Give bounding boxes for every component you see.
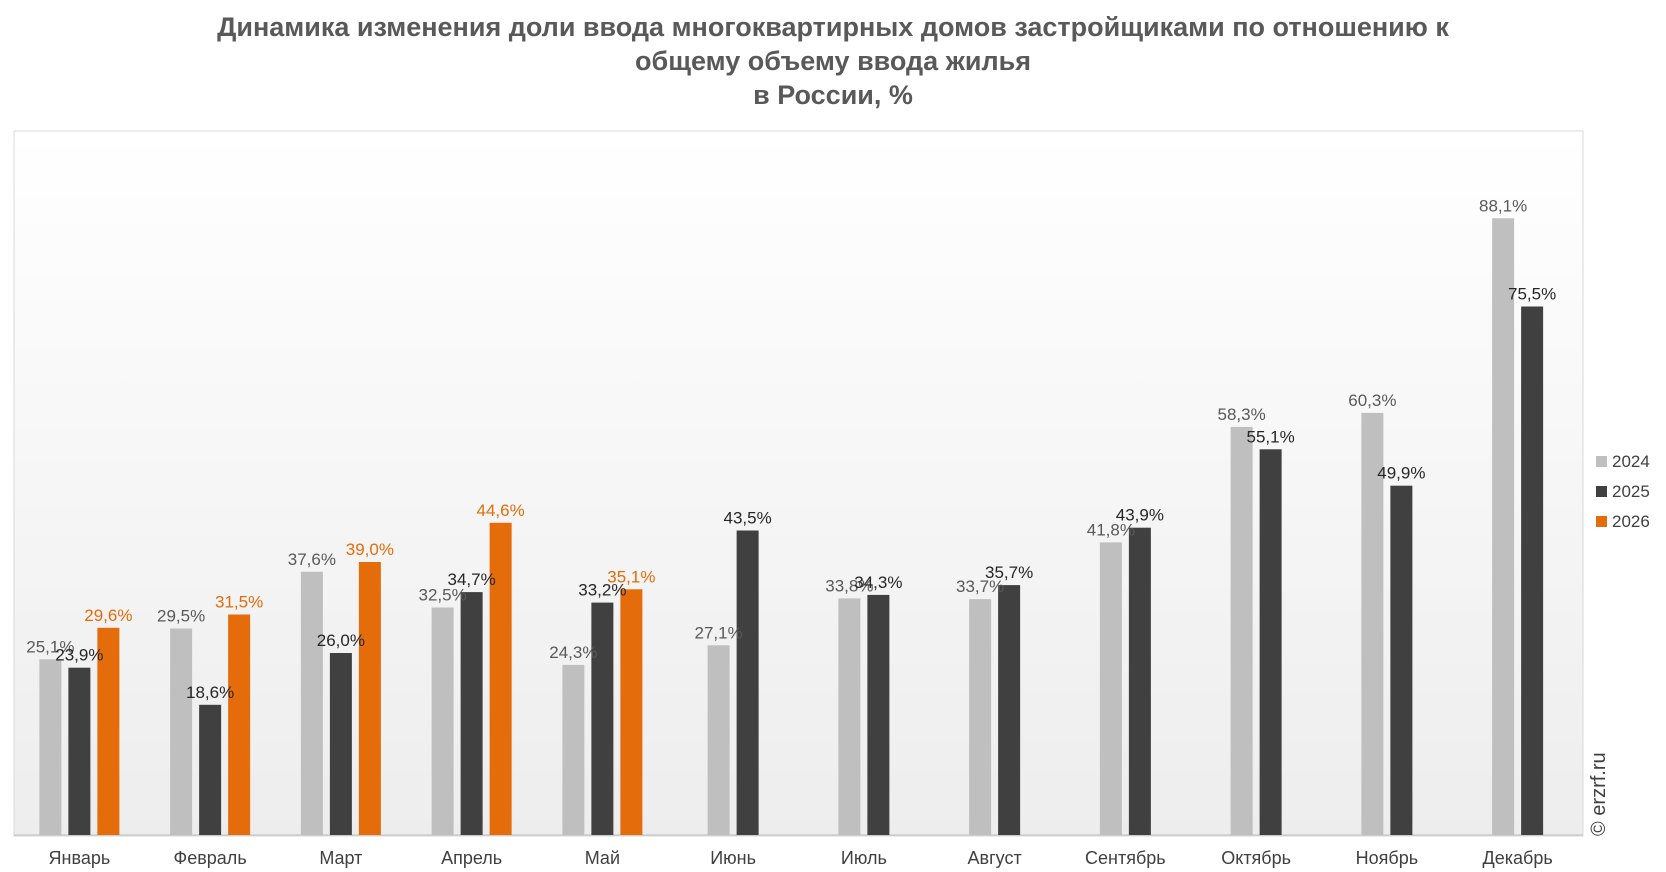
x-tick-label-3: Март: [319, 848, 362, 868]
data-label-2025-1: 23,9%: [55, 646, 103, 665]
bar-2024-9: [1099, 542, 1122, 835]
data-label-2024-7: 33,8%: [825, 576, 873, 595]
legend-swatch-2024: [1596, 456, 1607, 467]
chart-title-line-1: Динамика изменения доли ввода многокварт…: [217, 12, 1449, 42]
bar-2024-7: [838, 598, 861, 835]
data-label-2024-10: 58,3%: [1218, 405, 1266, 424]
bar-2026-4: [489, 522, 512, 835]
bar-2024-12: [1492, 218, 1515, 836]
data-label-2024-3: 37,6%: [288, 550, 336, 569]
bar-2025-2: [199, 704, 222, 835]
bar-2026-1: [97, 627, 120, 835]
bars-group: [39, 218, 1544, 836]
data-label-2024-2: 29,5%: [157, 607, 205, 626]
plot-area: [13, 130, 1584, 837]
legend: 2024 2025 2026: [1596, 452, 1650, 531]
bar-2024-5: [562, 664, 585, 835]
bar-2025-4: [460, 592, 483, 835]
bar-2024-8: [969, 599, 992, 835]
data-label-2024-8: 33,7%: [956, 577, 1004, 596]
data-label-2025-11: 49,9%: [1377, 464, 1425, 483]
x-tick-label-10: Октябрь: [1221, 848, 1291, 868]
data-label-2025-3: 26,0%: [317, 631, 365, 650]
x-tick-label-11: Ноябрь: [1356, 848, 1418, 868]
data-label-2024-12: 88,1%: [1479, 196, 1527, 215]
data-label-2024-11: 60,3%: [1348, 391, 1396, 410]
x-tick-label-2: Февраль: [174, 848, 247, 868]
bar-2024-1: [39, 659, 62, 835]
data-labels-group: 25,1%23,9% 29,6% 29,5% 18,6% 31,5% 37,6% 26,0%…: [26, 196, 1556, 702]
bar-2025-7: [867, 594, 890, 835]
data-label-2025-7: 34,3%: [854, 573, 902, 592]
bar-2024-3: [300, 571, 323, 835]
data-label-2026-5: 35,1%: [607, 567, 655, 586]
data-label-2026-3: 39,0%: [346, 540, 394, 559]
x-tick-label-7: Июль: [841, 848, 887, 868]
bar-2024-4: [431, 607, 454, 835]
data-label-2024-9: 41,8%: [1087, 520, 1135, 539]
data-label-2024-6: 27,1%: [695, 623, 743, 642]
legend-label-2024: 2024: [1612, 452, 1650, 471]
data-label-2025-2: 18,6%: [186, 683, 234, 702]
data-label-2026-1: 29,6%: [84, 606, 132, 625]
data-label-2024-1: 25,1%: [26, 637, 74, 656]
chart-title-line-3: в России, %: [753, 80, 913, 110]
data-label-2026-4: 44,6%: [477, 501, 525, 520]
data-label-2025-8: 35,7%: [985, 563, 1033, 582]
x-tick-label-9: Сентябрь: [1085, 848, 1166, 868]
bar-2026-3: [358, 562, 381, 835]
bar-2025-10: [1259, 449, 1282, 835]
x-tick-label-1: Январь: [49, 848, 111, 868]
legend-swatch-2026: [1596, 516, 1607, 527]
data-label-2025-9: 43,9%: [1116, 506, 1164, 525]
x-tick-label-12: Декабрь: [1483, 848, 1553, 868]
data-label-2024-4: 32,5%: [419, 586, 467, 605]
bar-2025-12: [1521, 306, 1544, 835]
x-axis-ticks: Январь Февраль Март Апрель Май Июнь Июль Август…: [49, 848, 1553, 868]
x-tick-label-8: Август: [968, 848, 1022, 868]
legend-label-2026: 2026: [1612, 512, 1650, 531]
bar-2025-1: [68, 667, 91, 835]
legend-label-2025: 2025: [1612, 482, 1650, 501]
chart-title-line-2: общему объему ввода жилья: [635, 46, 1031, 76]
data-label-2025-10: 55,1%: [1247, 427, 1295, 446]
x-tick-label-5: Май: [585, 848, 620, 868]
bar-2024-2: [170, 628, 193, 835]
legend-swatch-2025: [1596, 486, 1607, 497]
bar-2026-2: [228, 614, 251, 835]
bar-2025-11: [1390, 485, 1413, 835]
data-label-2024-5: 24,3%: [549, 643, 597, 662]
data-label-2025-5: 33,2%: [578, 581, 626, 600]
chart-title: Динамика изменения доли ввода многокварт…: [0, 10, 1666, 112]
bar-2025-8: [998, 585, 1021, 835]
watermark: © erzrf.ru: [1588, 752, 1610, 836]
bar-2024-6: [707, 645, 730, 835]
data-label-2025-4: 34,7%: [448, 570, 496, 589]
data-label-2025-6: 43,5%: [724, 509, 772, 528]
bar-2025-3: [329, 653, 352, 835]
x-tick-label-6: Июнь: [710, 848, 756, 868]
bar-2025-5: [591, 602, 614, 835]
bar-2024-10: [1230, 426, 1253, 835]
data-label-2025-12: 75,5%: [1508, 285, 1556, 304]
x-tick-label-4: Апрель: [441, 848, 502, 868]
bar-2025-9: [1128, 527, 1151, 835]
bar-2025-6: [736, 530, 759, 835]
bar-2024-11: [1361, 412, 1384, 835]
data-label-2026-2: 31,5%: [215, 593, 263, 612]
bar-2026-5: [620, 589, 643, 835]
